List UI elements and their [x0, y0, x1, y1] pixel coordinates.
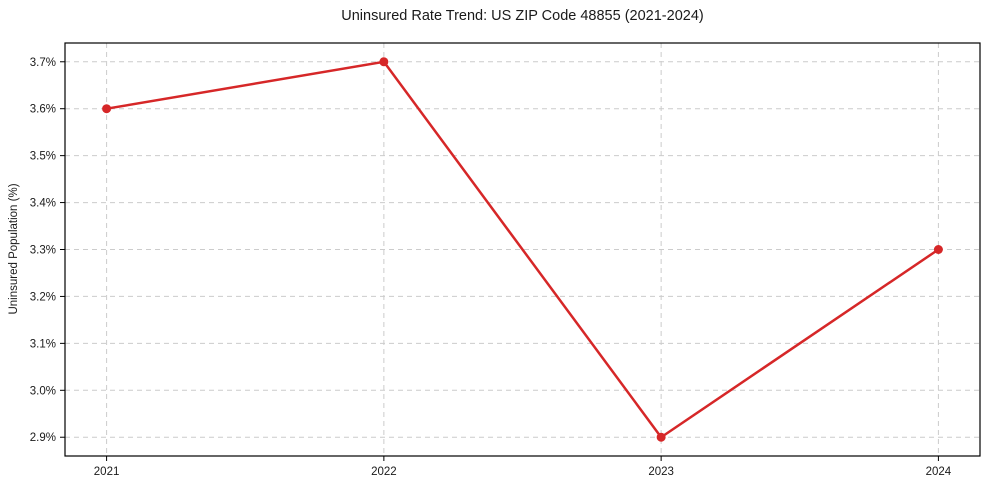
data-point: [102, 104, 112, 114]
y-tick-label: 3.7%: [30, 57, 56, 69]
data-point: [933, 245, 943, 254]
y-tick-label: 3.0%: [30, 385, 56, 397]
y-tick-label: 3.1%: [30, 338, 56, 350]
y-tick-label: 3.4%: [30, 198, 56, 210]
x-tick-label: 2024: [926, 466, 952, 478]
y-tick-label: 3.6%: [30, 104, 56, 116]
y-tick-label: 3.3%: [30, 245, 56, 257]
x-tick-label: 2023: [648, 466, 674, 478]
trend-line: [105, 60, 940, 439]
y-tick-label: 3.2%: [30, 291, 56, 303]
data-point: [379, 57, 389, 67]
x-tick-label: 2021: [94, 466, 120, 478]
chart-title: Uninsured Rate Trend: US ZIP Code 48855 …: [341, 8, 704, 24]
data-point: [656, 432, 666, 442]
x-tick-label: 2022: [371, 466, 397, 478]
y-tick-label: 2.9%: [30, 432, 56, 444]
y-tick-label: 3.5%: [30, 151, 56, 163]
plot-frame: [64, 42, 981, 457]
